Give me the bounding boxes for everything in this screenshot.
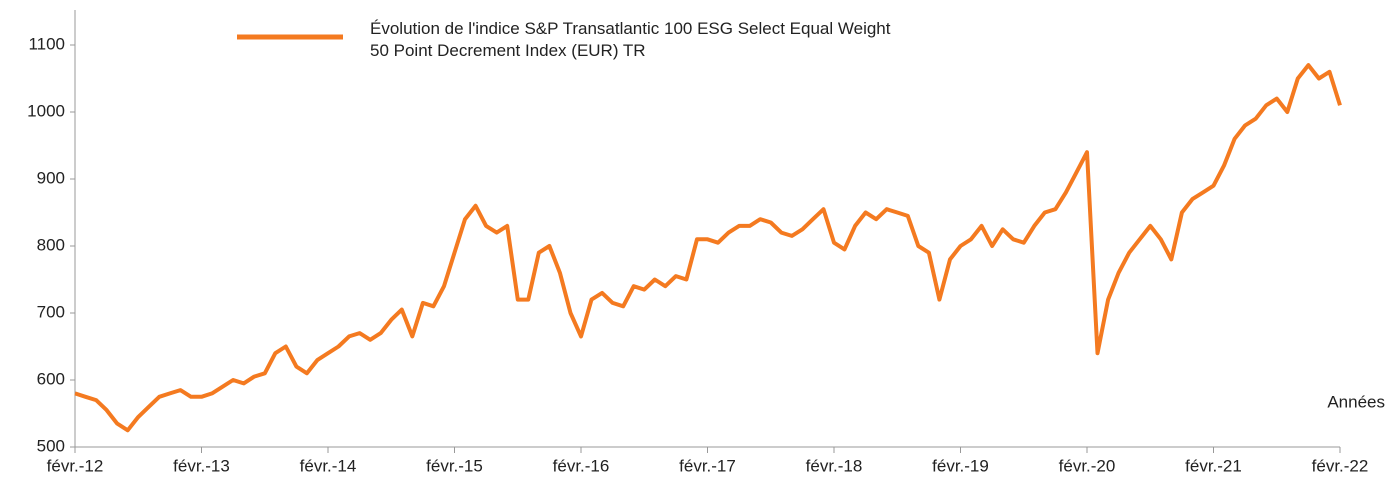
x-tick-label: févr.-19 — [932, 456, 989, 475]
y-tick-label: 1000 — [27, 101, 65, 120]
x-tick-label: févr.-14 — [300, 456, 357, 475]
x-tick-label: févr.-20 — [1059, 456, 1116, 475]
legend-label: Évolution de l'indice S&P Transatlantic … — [370, 19, 891, 60]
x-axis-label: Années — [1327, 392, 1385, 411]
x-tick-label: févr.-15 — [426, 456, 483, 475]
y-tick-label: 500 — [37, 436, 65, 455]
x-tick-label: févr.-17 — [679, 456, 736, 475]
x-tick-label: févr.-18 — [806, 456, 863, 475]
y-tick-label: 1100 — [28, 34, 65, 53]
series-line — [74, 63, 1342, 433]
x-tick-label: févr.-22 — [1312, 456, 1369, 475]
x-tick-label: févr.-12 — [47, 456, 104, 475]
y-tick-label: 600 — [37, 369, 65, 388]
y-tick-label: 900 — [37, 168, 65, 187]
x-tick-label: févr.-13 — [173, 456, 230, 475]
x-tick-label: févr.-21 — [1185, 456, 1242, 475]
y-tick-label: 800 — [37, 235, 65, 254]
x-tick-label: févr.-16 — [553, 456, 610, 475]
y-tick-label: 700 — [37, 302, 65, 321]
